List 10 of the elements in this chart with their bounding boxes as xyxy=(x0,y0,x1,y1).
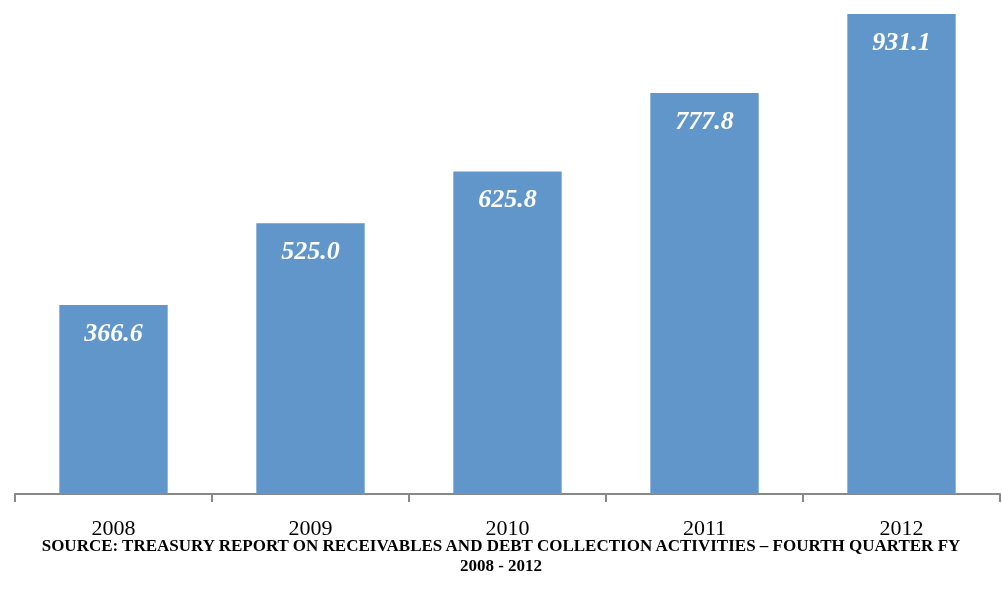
data-label: 777.8 xyxy=(675,105,734,135)
data-label: 525.0 xyxy=(281,235,340,265)
bar xyxy=(650,93,759,494)
data-label: 931.1 xyxy=(872,26,931,56)
data-label: 366.6 xyxy=(83,317,143,347)
bar xyxy=(256,223,365,494)
data-label: 625.8 xyxy=(478,183,537,213)
bar xyxy=(847,14,956,494)
bar xyxy=(59,305,168,494)
bar xyxy=(453,171,562,494)
